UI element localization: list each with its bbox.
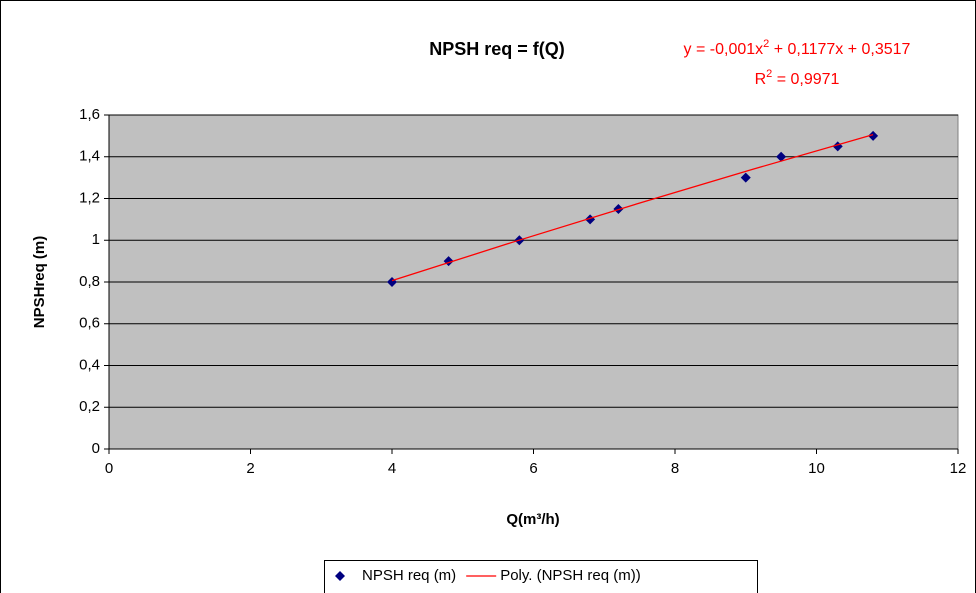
equation-part: = 0,9971 [772,71,839,88]
trendline-equation: y = -0,001x2 + 0,1177x + 0,3517 [684,38,911,58]
x-tick-label: 8 [671,460,679,477]
equation-part: y = -0,001x [684,41,764,58]
x-tick-label: 0 [105,460,113,477]
x-axis-label: Q(m³/h) [506,511,559,528]
x-tick-label: 10 [808,460,825,477]
equation-part: 2 [766,68,772,80]
y-tick-label: 0,4 [79,356,100,373]
y-tick-label: 0,6 [79,315,100,332]
x-tick-label: 6 [529,460,537,477]
legend-marker [335,571,345,581]
data-point [776,151,787,162]
y-tick-label: 0,2 [79,398,100,415]
equation-part: + 0,1177x + 0,3517 [769,41,910,58]
y-axis-label: NPSHreq (m) [31,236,48,329]
x-tick-label: 12 [950,460,967,477]
y-tick-label: 1,6 [79,106,100,123]
trendline [391,133,874,282]
y-tick-label: 1,4 [79,148,100,165]
data-point [740,172,751,183]
y-tick-label: 0,8 [79,273,100,290]
data-point [868,130,879,141]
equation-part: R [755,71,767,88]
chart-title: NPSH req = f(Q) [429,39,565,59]
legend-label: NPSH req (m) [362,567,456,584]
x-tick-label: 2 [246,460,254,477]
y-tick-label: 0 [92,440,100,457]
y-tick-label: 1,2 [79,189,100,206]
legend-box [324,560,758,593]
legend-label: Poly. (NPSH req (m)) [500,567,641,584]
trendline-equation: R2 = 0,9971 [755,68,840,88]
y-tick-label: 1 [92,231,100,248]
equation-part: 2 [763,38,769,50]
x-tick-label: 4 [388,460,396,477]
